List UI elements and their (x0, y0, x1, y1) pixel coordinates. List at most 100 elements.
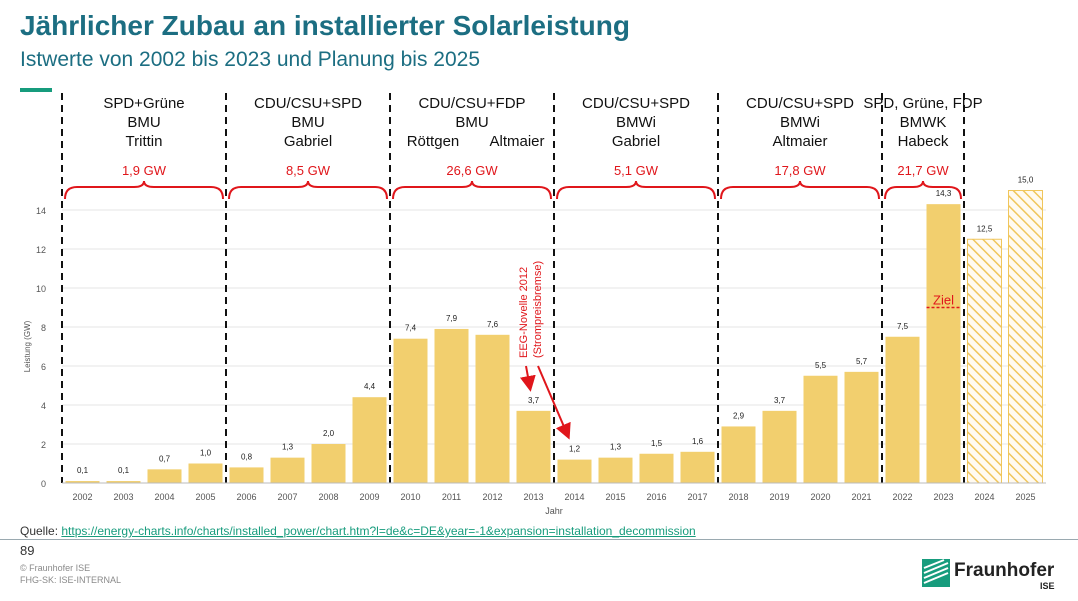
classification-text: FHG-SK: ISE-INTERNAL (20, 575, 122, 585)
logo-wordmark: Fraunhofer (954, 560, 1055, 581)
period-label-line: CDU/CSU+SPD (254, 95, 362, 112)
x-tick-label: 2004 (154, 492, 174, 502)
y-tick-label: 0 (41, 479, 46, 489)
bar-value-label: 3,7 (774, 396, 786, 405)
period-brace (884, 180, 962, 200)
y-tick-label: 14 (36, 206, 46, 216)
y-tick-label: 12 (36, 245, 46, 255)
ziel-label: Ziel (933, 293, 954, 308)
bar-2016 (639, 453, 674, 483)
x-tick-label: 2013 (523, 492, 543, 502)
x-tick-label: 2005 (195, 492, 215, 502)
x-tick-label: 2017 (687, 492, 707, 502)
x-tick-label: 2018 (728, 492, 748, 502)
eeg-annotation-line1: EEG-Novelle 2012 (518, 267, 530, 358)
eeg-annotation-line2: (Strompreisbremse) (532, 261, 544, 358)
bar-value-label: 7,4 (405, 324, 417, 333)
x-tick-label: 2020 (810, 492, 830, 502)
bar-2021 (844, 371, 879, 483)
period-total: 1,9 GW (122, 163, 167, 178)
bar-value-label: 5,5 (815, 361, 827, 370)
fraunhofer-logo-mark-icon (922, 559, 950, 587)
x-tick-label: 2011 (442, 492, 461, 502)
period-total: 5,1 GW (614, 163, 659, 178)
bar-2025 (1008, 190, 1043, 484)
period-total: 17,8 GW (774, 163, 826, 178)
bar-2011 (434, 328, 469, 483)
bar-2017 (680, 451, 715, 483)
copyright-text: © Fraunhofer ISE (20, 563, 91, 573)
bar-2004 (147, 469, 182, 483)
period-label-line: BMWi (780, 114, 820, 131)
bar-2012 (475, 334, 510, 483)
bar-2019 (762, 410, 797, 483)
x-tick-label: 2002 (72, 492, 92, 502)
period-brace (64, 180, 224, 200)
bar-2002 (65, 481, 100, 483)
bar-2013 (516, 410, 551, 483)
x-tick-label: 2006 (236, 492, 256, 502)
source-link[interactable]: https://energy-charts.info/charts/instal… (61, 524, 696, 538)
source-line: Quelle: https://energy-charts.info/chart… (20, 524, 696, 538)
eeg-arrow-2013-icon (519, 365, 536, 392)
bar-value-label: 0,1 (77, 466, 89, 475)
period-label-line: BMU (291, 114, 324, 131)
x-tick-label: 2008 (318, 492, 338, 502)
bar-2023 (926, 204, 961, 483)
period-label-line: BMU (455, 114, 488, 131)
x-tick-label: 2014 (564, 492, 584, 502)
bar-value-label: 7,5 (897, 322, 909, 331)
period-label-line: Gabriel (284, 133, 332, 150)
x-tick-label: 2003 (113, 492, 133, 502)
period-label-line: SPD, Grüne, FDP (863, 95, 982, 112)
bar-2022 (885, 336, 920, 483)
period-total: 8,5 GW (286, 163, 331, 178)
period-total: 26,6 GW (446, 163, 498, 178)
x-tick-label: 2015 (605, 492, 625, 502)
bar-value-label: 1,3 (282, 443, 294, 452)
page-number: 89 (20, 543, 35, 558)
bar-2006 (229, 467, 264, 483)
bar-2009 (352, 397, 387, 483)
y-tick-label: 10 (36, 284, 46, 294)
bar-value-label: 7,6 (487, 320, 499, 329)
page-subtitle: Istwerte von 2002 bis 2023 und Planung b… (20, 48, 481, 71)
bar-2024 (967, 238, 1002, 484)
period-brace (228, 180, 388, 200)
solar-capacity-chart: 0,120020,120030,720041,020050,820061,320… (23, 93, 1046, 516)
footer-divider (0, 539, 1078, 540)
bar-value-label: 14,3 (936, 189, 952, 198)
period-label-line: CDU/CSU+SPD (746, 95, 854, 112)
period-label-line: Habeck (898, 133, 949, 150)
bar-value-label: 7,9 (446, 314, 458, 323)
period-minister: Röttgen (407, 133, 460, 150)
x-tick-label: 2009 (359, 492, 379, 502)
bar-value-label: 4,4 (364, 382, 376, 391)
x-tick-label: 2010 (400, 492, 420, 502)
period-label-line: Altmaier (772, 133, 827, 150)
x-tick-label: 2016 (646, 492, 666, 502)
x-tick-label: 2023 (933, 492, 953, 502)
logo-sub: ISE (1040, 581, 1055, 591)
bar-value-label: 15,0 (1018, 176, 1034, 185)
title-accent-bar (20, 88, 52, 92)
bar-value-label: 0,7 (159, 454, 171, 463)
bar-2010 (393, 338, 428, 483)
bar-value-label: 5,7 (856, 357, 868, 366)
bar-value-label: 2,9 (733, 411, 745, 420)
period-brace (392, 180, 552, 200)
period-label-line: BMWK (900, 114, 947, 131)
x-tick-label: 2025 (1015, 492, 1035, 502)
bar-2020 (803, 375, 838, 483)
y-tick-label: 8 (41, 323, 46, 333)
page-title: Jährlicher Zubau an installierter Solarl… (20, 10, 630, 41)
period-label-line: CDU/CSU+SPD (582, 95, 690, 112)
bar-value-label: 12,5 (977, 224, 993, 233)
bar-value-label: 2,0 (323, 429, 335, 438)
bar-value-label: 1,6 (692, 437, 704, 446)
bar-2003 (106, 481, 141, 483)
period-label-line: BMU (127, 114, 160, 131)
y-tick-label: 4 (41, 401, 46, 411)
period-label-line: CDU/CSU+FDP (418, 95, 525, 112)
bar-2014 (557, 459, 592, 483)
